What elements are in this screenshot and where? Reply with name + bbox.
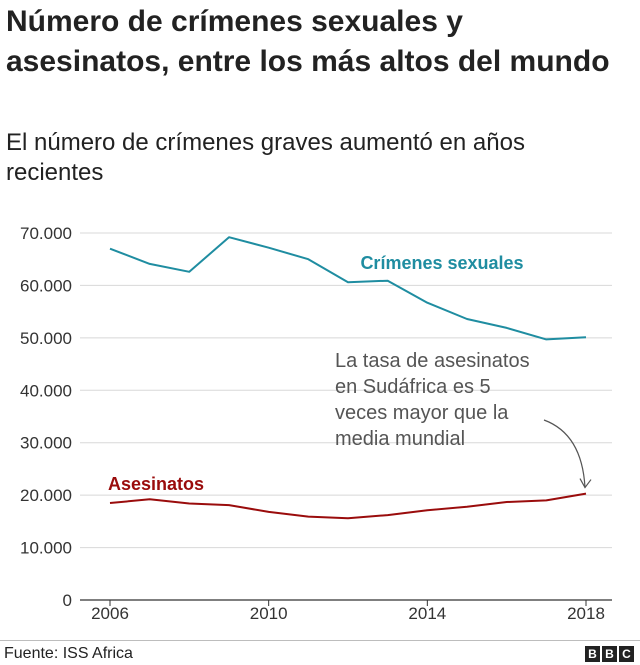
- x-tick-label: 2010: [250, 604, 288, 623]
- logo-letter-b1: B: [585, 646, 600, 662]
- y-tick-label: 50.000: [20, 329, 72, 348]
- annotation-arrowhead: [579, 478, 592, 489]
- series-label-sexual-crimes: Crímenes sexuales: [360, 253, 523, 273]
- logo-letter-b2: B: [602, 646, 617, 662]
- y-tick-label: 10.000: [20, 539, 72, 558]
- chart-subtitle: El número de crímenes graves aumentó en …: [6, 129, 525, 186]
- footer-divider: [0, 640, 640, 641]
- y-tick-label: 30.000: [20, 434, 72, 453]
- source-note: Fuente: ISS Africa: [4, 645, 133, 662]
- y-tick-label: 20.000: [20, 486, 72, 505]
- y-tick-label: 0: [63, 591, 72, 610]
- y-tick-label: 70.000: [20, 224, 72, 243]
- x-tick-label: 2006: [91, 604, 129, 623]
- series-line-sexual-crimes: [109, 236, 587, 341]
- bbc-logo: B B C: [585, 646, 634, 662]
- series-label-murders: Asesinatos: [108, 474, 204, 494]
- annotation-line: La tasa de asesinatos: [335, 350, 530, 372]
- chart-title: Número de crímenes sexuales y asesinatos…: [6, 5, 610, 78]
- annotation-arrow: [543, 419, 586, 488]
- annotation-line: en Sudáfrica es 5: [335, 376, 491, 398]
- logo-letter-c: C: [619, 646, 634, 662]
- y-tick-label: 60.000: [20, 276, 72, 295]
- annotation-line: veces mayor que la: [335, 402, 509, 424]
- x-tick-label: 2014: [408, 604, 446, 623]
- x-tick-label: 2018: [567, 604, 605, 623]
- annotation-line: media mundial: [335, 428, 465, 450]
- series-line-murders: [109, 492, 587, 520]
- y-tick-label: 40.000: [20, 381, 72, 400]
- line-chart: 0 10.000 20.000 30.000 40.000 50.000 60.000 70.…: [20, 224, 612, 623]
